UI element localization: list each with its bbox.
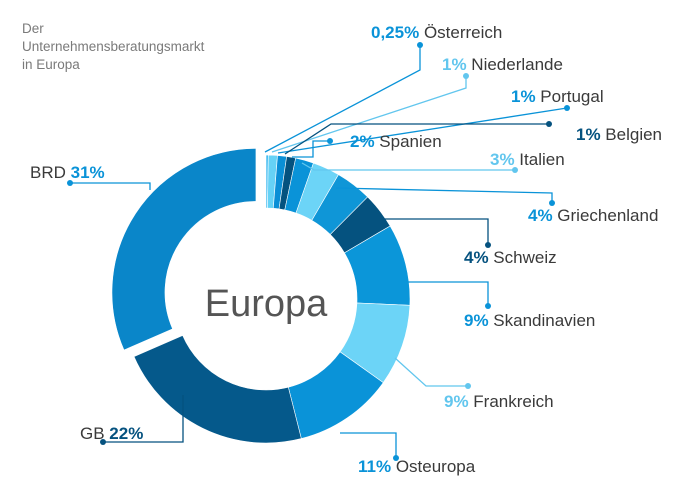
slice-value-osteuropa: 11% xyxy=(358,457,396,476)
leader-schweiz xyxy=(384,218,489,245)
leader-dot-frankreich xyxy=(465,383,471,389)
slice-name-brd: BRD xyxy=(30,163,71,182)
slice-label-skandinavien: 9% Skandinavien xyxy=(464,311,595,330)
chart-title-line-2: Unternehmensberatungsmarkt xyxy=(22,39,205,54)
slice-label-niederlande: 1% Niederlande xyxy=(442,55,563,74)
slice-label-schweiz: 4% Schweiz xyxy=(464,248,557,267)
leader-niederlande xyxy=(271,76,467,153)
leader-gb xyxy=(103,395,184,443)
slice-name-schweiz: Schweiz xyxy=(493,248,556,267)
leader-brd xyxy=(70,182,151,190)
leader-dot-osteuropa xyxy=(393,455,399,461)
leader-dot-oesterreich xyxy=(417,42,423,48)
slice-value-oesterreich: 0,25% xyxy=(371,23,424,42)
slice-value-gb: 22% xyxy=(109,424,143,443)
slice-name-belgien: Belgien xyxy=(605,125,662,144)
slice-label-italien: 3% Italien xyxy=(490,150,565,169)
slice-name-spanien: Spanien xyxy=(379,132,441,151)
slice-label-portugal: 1% Portugal xyxy=(511,87,604,106)
slice-value-schweiz: 4% xyxy=(464,248,493,267)
leader-osteuropa xyxy=(340,432,397,458)
leader-frankreich xyxy=(394,357,468,387)
leader-italien xyxy=(301,162,515,171)
slice-value-italien: 3% xyxy=(490,150,519,169)
slice-label-brd: BRD 31% xyxy=(30,163,105,182)
leader-skandinavien xyxy=(408,281,489,306)
leader-dot-niederlande xyxy=(463,73,469,79)
leader-dot-gb xyxy=(100,439,106,445)
leader-dot-skandinavien xyxy=(485,303,491,309)
slice-label-oesterreich: 0,25% Österreich xyxy=(371,23,502,42)
leader-oesterreich xyxy=(264,45,421,153)
leader-griechenland xyxy=(335,187,553,203)
slice-value-portugal: 1% xyxy=(511,87,540,106)
slice-name-oesterreich: Österreich xyxy=(424,23,502,42)
donut-slices xyxy=(111,148,411,444)
slice-label-gb: GB 22% xyxy=(80,424,143,443)
leader-lines xyxy=(67,42,570,461)
leader-dot-brd xyxy=(67,180,73,186)
slice-name-frankreich: Frankreich xyxy=(473,392,553,411)
slice-label-frankreich: 9% Frankreich xyxy=(444,392,554,411)
slice-value-griechenland: 4% xyxy=(528,206,557,225)
leader-belgien xyxy=(284,123,549,155)
slice-value-skandinavien: 9% xyxy=(464,311,493,330)
slice-value-niederlande: 1% xyxy=(442,55,471,74)
slice-value-brd: 31% xyxy=(71,163,105,182)
slice-label-osteuropa: 11% Osteuropa xyxy=(358,457,476,476)
leader-dot-portugal xyxy=(564,105,570,111)
slice-name-portugal: Portugal xyxy=(540,87,603,106)
slice-brd xyxy=(111,148,257,351)
chart-title: Der Unternehmensberatungsmarkt in Europa xyxy=(22,20,282,74)
chart-title-line-1: Der xyxy=(22,21,44,36)
slice-name-skandinavien: Skandinavien xyxy=(493,311,595,330)
chart-title-line-3: in Europa xyxy=(22,57,80,72)
slice-name-niederlande: Niederlande xyxy=(471,55,563,74)
leader-dot-italien xyxy=(512,167,518,173)
leader-dot-griechenland xyxy=(549,200,555,206)
leader-dot-spanien xyxy=(327,138,333,144)
slice-name-italien: Italien xyxy=(519,150,564,169)
slice-name-osteuropa: Osteuropa xyxy=(396,457,476,476)
slice-value-belgien: 1% xyxy=(576,125,605,144)
slice-value-spanien: 2% xyxy=(350,132,379,151)
slice-name-griechenland: Griechenland xyxy=(557,206,658,225)
slice-value-frankreich: 9% xyxy=(444,392,473,411)
slice-label-spanien: 2% Spanien xyxy=(350,132,442,151)
leader-portugal xyxy=(277,107,568,154)
leader-spanien xyxy=(292,140,330,158)
slice-label-griechenland: 4% Griechenland xyxy=(528,206,658,225)
slice-label-belgien: 1% Belgien xyxy=(576,125,662,144)
leader-dot-schweiz xyxy=(485,242,491,248)
leader-dot-belgien xyxy=(546,121,552,127)
slice-name-gb: GB xyxy=(80,424,109,443)
center-label: Europa xyxy=(205,283,328,325)
slice-gb xyxy=(133,335,302,444)
